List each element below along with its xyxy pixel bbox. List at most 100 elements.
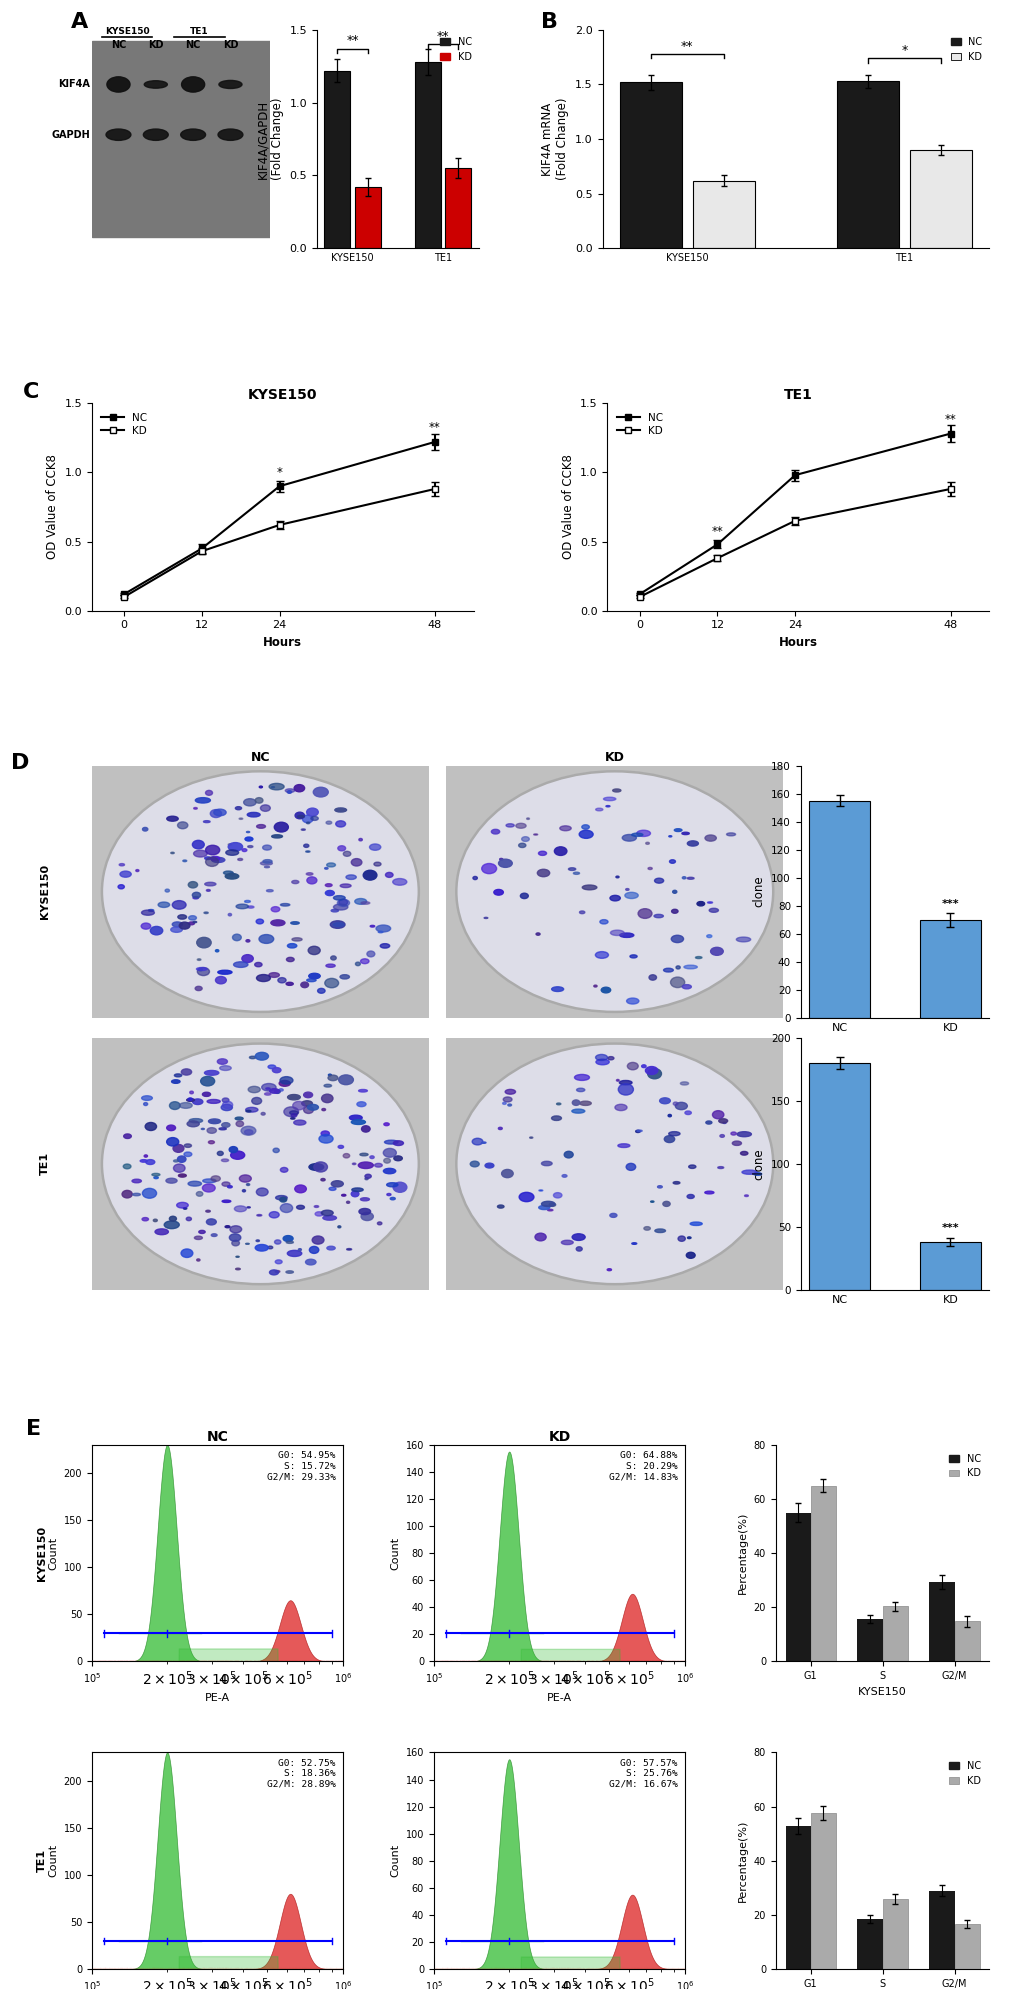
- Y-axis label: KIF4A mRNA
(Fold Change): KIF4A mRNA (Fold Change): [541, 97, 569, 181]
- Ellipse shape: [595, 1054, 607, 1060]
- Ellipse shape: [674, 829, 682, 831]
- Ellipse shape: [309, 1247, 319, 1253]
- Ellipse shape: [245, 837, 253, 841]
- Text: G0: 52.75%
S: 18.36%
G2/M: 28.89%: G0: 52.75% S: 18.36% G2/M: 28.89%: [266, 1758, 335, 1788]
- Legend: NC, KD: NC, KD: [438, 34, 474, 64]
- Ellipse shape: [392, 879, 407, 885]
- Ellipse shape: [186, 1098, 195, 1102]
- Ellipse shape: [210, 857, 219, 861]
- Ellipse shape: [301, 983, 309, 989]
- Bar: [692, 181, 754, 249]
- Ellipse shape: [498, 1128, 501, 1130]
- Ellipse shape: [687, 1195, 694, 1199]
- Ellipse shape: [255, 1052, 268, 1060]
- Ellipse shape: [235, 905, 249, 909]
- Ellipse shape: [203, 1179, 216, 1183]
- Ellipse shape: [222, 1102, 232, 1108]
- Text: G0: 54.95%
S: 15.72%
G2/M: 29.33%: G0: 54.95% S: 15.72% G2/M: 29.33%: [266, 1452, 335, 1482]
- Ellipse shape: [273, 1148, 279, 1152]
- Ellipse shape: [501, 1170, 513, 1177]
- Ellipse shape: [537, 869, 549, 877]
- Y-axis label: Percentage(%): Percentage(%): [738, 1820, 747, 1901]
- Ellipse shape: [280, 1197, 286, 1201]
- Text: NC: NC: [185, 40, 201, 50]
- Ellipse shape: [553, 1193, 561, 1197]
- Ellipse shape: [579, 911, 584, 913]
- Ellipse shape: [262, 845, 271, 849]
- Ellipse shape: [351, 1191, 359, 1197]
- Ellipse shape: [280, 1076, 292, 1084]
- Ellipse shape: [166, 1138, 178, 1146]
- Ellipse shape: [198, 969, 202, 971]
- Text: G0: 57.57%
S: 25.76%
G2/M: 16.67%: G0: 57.57% S: 25.76% G2/M: 16.67%: [608, 1758, 677, 1788]
- Ellipse shape: [225, 1225, 229, 1227]
- Ellipse shape: [140, 1160, 147, 1162]
- Ellipse shape: [179, 1102, 192, 1108]
- Ellipse shape: [718, 1118, 727, 1124]
- Ellipse shape: [726, 833, 735, 835]
- Ellipse shape: [204, 1070, 219, 1076]
- Text: D: D: [11, 754, 30, 774]
- Ellipse shape: [323, 1215, 336, 1219]
- Text: TE1: TE1: [40, 1152, 50, 1175]
- Ellipse shape: [170, 927, 182, 933]
- Ellipse shape: [274, 1239, 280, 1245]
- Ellipse shape: [243, 1189, 246, 1191]
- Ellipse shape: [374, 861, 381, 865]
- Ellipse shape: [306, 1259, 316, 1265]
- Ellipse shape: [358, 1162, 373, 1168]
- Ellipse shape: [145, 1122, 156, 1130]
- Ellipse shape: [359, 1090, 367, 1092]
- Bar: [810, 1486, 835, 1661]
- Ellipse shape: [502, 1098, 512, 1102]
- Ellipse shape: [599, 919, 607, 925]
- Ellipse shape: [255, 963, 262, 967]
- Ellipse shape: [143, 1187, 157, 1197]
- Text: KD: KD: [222, 40, 238, 50]
- Ellipse shape: [269, 1211, 279, 1217]
- Ellipse shape: [536, 933, 540, 935]
- Ellipse shape: [208, 1142, 214, 1144]
- Ellipse shape: [146, 1160, 155, 1164]
- Ellipse shape: [261, 1112, 265, 1116]
- Ellipse shape: [228, 843, 243, 851]
- Ellipse shape: [346, 1201, 350, 1203]
- Ellipse shape: [229, 1146, 237, 1152]
- Ellipse shape: [210, 810, 221, 817]
- Ellipse shape: [626, 998, 638, 1004]
- Ellipse shape: [574, 1074, 589, 1080]
- Ellipse shape: [538, 1205, 549, 1209]
- Ellipse shape: [647, 867, 651, 869]
- Ellipse shape: [338, 1146, 343, 1148]
- X-axis label: Hours: Hours: [263, 636, 302, 648]
- Ellipse shape: [263, 859, 272, 863]
- Ellipse shape: [271, 919, 284, 925]
- Ellipse shape: [712, 1110, 723, 1118]
- Ellipse shape: [286, 957, 293, 961]
- Ellipse shape: [260, 861, 272, 865]
- Ellipse shape: [572, 1233, 585, 1241]
- Ellipse shape: [338, 1074, 353, 1084]
- Ellipse shape: [338, 899, 347, 905]
- Ellipse shape: [687, 841, 698, 845]
- Ellipse shape: [572, 1110, 584, 1114]
- Text: KYSE150: KYSE150: [40, 863, 50, 919]
- Ellipse shape: [328, 1076, 337, 1080]
- Ellipse shape: [142, 1217, 149, 1221]
- Ellipse shape: [144, 1156, 148, 1158]
- Ellipse shape: [256, 919, 263, 925]
- Ellipse shape: [330, 957, 336, 961]
- Ellipse shape: [190, 1092, 194, 1094]
- X-axis label: PE-A: PE-A: [546, 1693, 572, 1703]
- Ellipse shape: [256, 1187, 268, 1195]
- Ellipse shape: [383, 1158, 390, 1164]
- Text: **: **: [436, 30, 449, 44]
- Ellipse shape: [350, 1116, 362, 1120]
- Ellipse shape: [518, 843, 526, 847]
- Ellipse shape: [393, 1142, 404, 1146]
- Ellipse shape: [141, 923, 151, 929]
- X-axis label: PE-A: PE-A: [205, 1693, 229, 1703]
- Ellipse shape: [122, 1189, 132, 1197]
- Ellipse shape: [181, 1068, 192, 1076]
- Bar: [857, 1919, 881, 1969]
